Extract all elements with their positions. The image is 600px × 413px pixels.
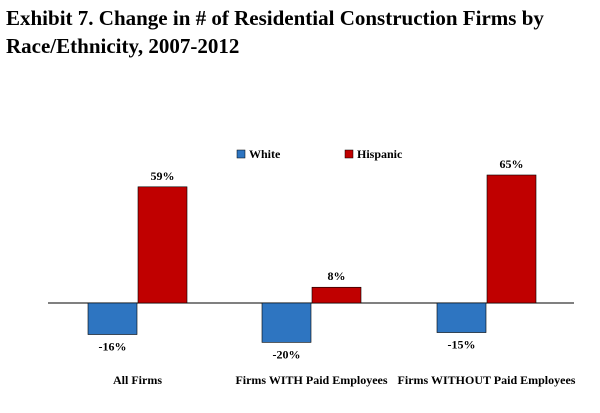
value-label-white-all-firms: -16% — [99, 340, 127, 354]
legend: White Hispanic — [236, 147, 403, 161]
value-label-hispanic-all-firms: 59% — [151, 169, 175, 183]
bar-white-all-firms — [87, 302, 138, 335]
category-label-firms-without-paid-employees: Firms WITHOUT Paid Employees — [398, 373, 576, 387]
value-label-white-firms-with-paid-employees: -20% — [273, 347, 301, 361]
labels-layer: -16% 59% All Firms -20% 8% Firms WITH Paid Em… — [99, 157, 576, 387]
bar-hispanic-all-firms — [137, 186, 188, 304]
bar-hispanic-firms-without-paid-employees — [486, 174, 537, 304]
bar-white-firms-with-paid-employees — [261, 302, 312, 343]
value-label-hispanic-firms-without-paid-employees: 65% — [500, 157, 524, 171]
bars-layer — [87, 174, 537, 343]
legend-label-hispanic: Hispanic — [357, 147, 403, 161]
value-label-hispanic-firms-with-paid-employees: 8% — [328, 269, 346, 283]
category-label-firms-with-paid-employees: Firms WITH Paid Employees — [235, 373, 387, 387]
chart-title: Exhibit 7. Change in # of Residential Co… — [6, 6, 544, 58]
bar-hispanic-firms-with-paid-employees — [311, 286, 362, 304]
legend-label-white: White — [249, 147, 281, 161]
legend-swatch-hispanic — [344, 149, 354, 159]
category-label-all-firms: All Firms — [113, 373, 162, 387]
bar-white-firms-without-paid-employees — [436, 302, 487, 333]
legend-swatch-white — [236, 149, 246, 159]
value-label-white-firms-without-paid-employees: -15% — [448, 338, 476, 352]
